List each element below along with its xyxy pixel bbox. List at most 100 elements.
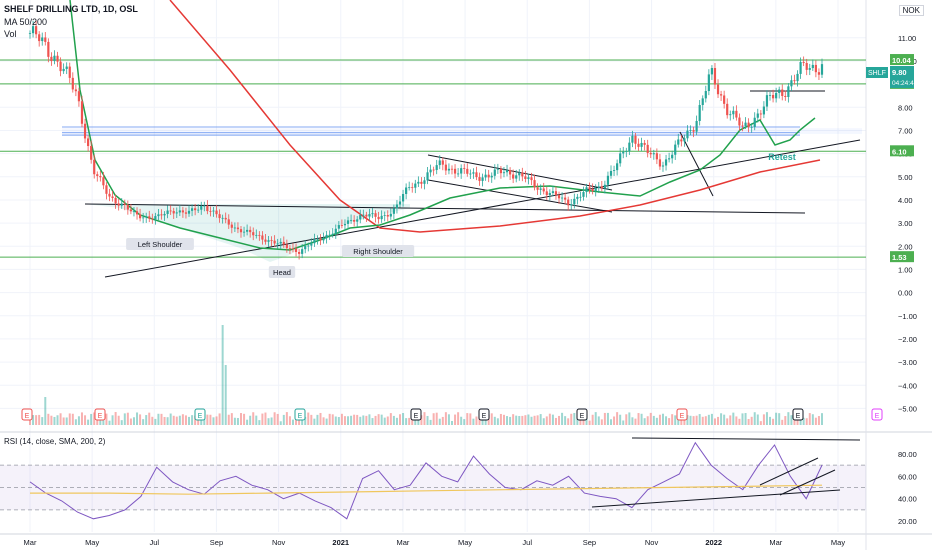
trend-line — [84, 203, 806, 214]
volume-bar — [288, 416, 291, 425]
volume-bar — [405, 418, 408, 425]
candle-body — [383, 214, 386, 216]
volume-bar — [457, 412, 460, 425]
candle-body — [267, 240, 270, 242]
candle-body — [683, 138, 686, 142]
candle-body — [505, 170, 509, 173]
candle-body — [233, 227, 236, 229]
volume-bar — [515, 415, 518, 425]
volume-bar — [343, 416, 346, 425]
volume-bar — [184, 415, 187, 425]
candle-body — [145, 216, 148, 218]
price-level-label: 1.53 — [892, 253, 907, 262]
x-tick-label: Mar — [769, 538, 782, 547]
volume-bar — [692, 416, 695, 425]
x-tick-label: May — [831, 538, 845, 547]
candle-body — [392, 208, 395, 214]
x-tick-label: Sep — [210, 538, 223, 547]
earnings-marker-label: E — [98, 413, 103, 420]
candle-body — [680, 139, 683, 142]
candle-body — [429, 169, 432, 173]
earnings-marker — [478, 408, 490, 421]
candle-body — [138, 214, 142, 219]
volume-bar — [246, 419, 249, 425]
volume-bar — [655, 417, 658, 425]
candle-body — [496, 168, 499, 170]
volume-bar — [622, 420, 625, 425]
candle-body — [447, 168, 451, 171]
volume-bar — [542, 418, 545, 425]
candle-body — [294, 248, 298, 253]
candle-body — [126, 204, 129, 210]
pattern-callout-label: Right Shoulder — [353, 247, 403, 256]
earnings-marker — [194, 408, 206, 421]
pattern-callout — [341, 245, 415, 257]
volume-bar — [212, 417, 215, 425]
candle-body — [756, 113, 759, 118]
volume-bar — [646, 416, 649, 425]
volume-bar — [126, 412, 129, 425]
candle-body — [579, 196, 582, 198]
volume-bar — [793, 420, 796, 425]
candle-body — [386, 214, 389, 217]
candle-body — [432, 169, 435, 171]
volume-bar — [230, 413, 233, 425]
volume-bar — [463, 419, 466, 425]
candle-body — [729, 114, 732, 116]
candle-body — [713, 68, 717, 85]
currency-badge[interactable]: NOK — [898, 5, 924, 16]
earnings-marker — [792, 408, 804, 421]
volume-bar — [279, 421, 282, 425]
volume-bar — [619, 414, 622, 425]
volume-bar — [423, 412, 426, 425]
volume-bar — [200, 418, 203, 425]
volume-bar — [518, 415, 521, 425]
candle-body — [472, 172, 475, 174]
pattern-callout-label: Head — [273, 268, 291, 277]
volume-bar — [720, 413, 723, 425]
volume-bar — [603, 412, 606, 425]
candle-body — [346, 220, 350, 224]
volume-bar — [56, 415, 59, 425]
candle-body — [796, 73, 799, 82]
candle-body — [787, 86, 790, 98]
candle-body — [297, 252, 301, 254]
candle-body — [484, 174, 487, 178]
x-tick-label: 2022 — [705, 538, 722, 547]
volume-bar — [380, 414, 383, 425]
candle-body — [365, 214, 368, 217]
blue-zone — [62, 128, 862, 134]
candle-body — [310, 243, 313, 246]
volume-bar — [811, 414, 814, 425]
volume-bar — [781, 419, 784, 425]
candle-body — [154, 216, 157, 220]
ticker-tag-label: SHLF — [868, 70, 886, 77]
volume-bar — [710, 413, 713, 425]
volume-bar — [573, 412, 576, 425]
candle-body — [820, 64, 824, 75]
volume-bar — [181, 414, 184, 425]
volume-bar — [432, 413, 435, 425]
candle-body — [181, 210, 184, 213]
volume-bar — [96, 417, 99, 425]
volume-bar — [111, 415, 114, 425]
candle-body — [160, 214, 163, 216]
candle-body — [695, 120, 698, 132]
volume-bar — [319, 412, 322, 425]
candle-body — [799, 62, 802, 74]
candle-body — [62, 68, 65, 72]
volume-bar — [163, 416, 166, 425]
vol-legend: Vol — [4, 29, 17, 39]
x-tick-label: Mar — [24, 538, 37, 547]
earnings-marker-label: E — [796, 413, 801, 420]
candle-body — [148, 216, 151, 219]
candle-body — [460, 168, 463, 174]
candle-body — [328, 234, 331, 236]
volume-bar — [218, 413, 221, 425]
volume-bar — [567, 418, 570, 425]
volume-bar — [38, 414, 41, 425]
candle-body — [319, 238, 322, 241]
volume-bar — [77, 416, 80, 425]
